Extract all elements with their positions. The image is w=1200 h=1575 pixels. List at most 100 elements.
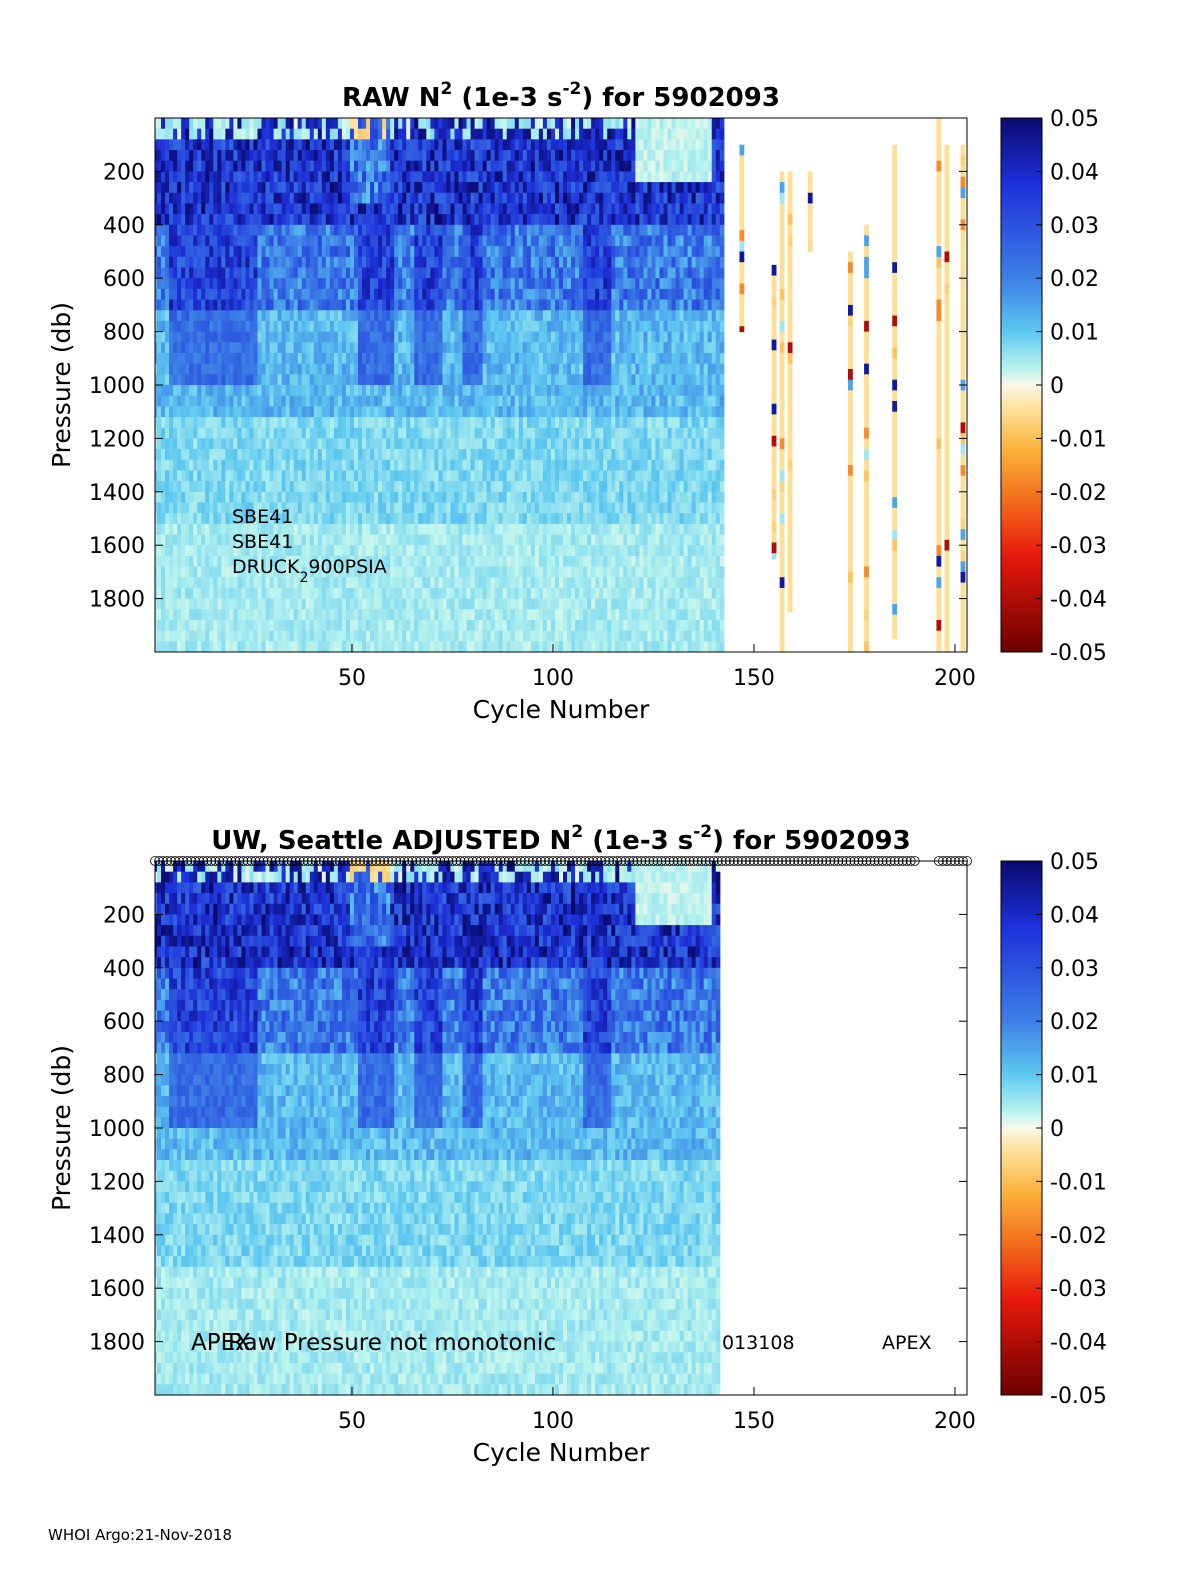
heat-cell [177, 523, 182, 536]
heat-cell [502, 417, 508, 429]
heat-cell [446, 502, 452, 514]
heat-cell [233, 342, 239, 354]
heat-cell [329, 491, 335, 504]
heat-cell [205, 256, 210, 269]
heat-cell [209, 545, 214, 557]
heat-cell [293, 385, 299, 397]
heat-cell [241, 513, 247, 525]
heat-cell [386, 192, 391, 205]
heat-cell [309, 502, 315, 514]
heat-cell [289, 545, 295, 557]
heat-cell [285, 310, 291, 322]
heat-cell [422, 320, 427, 333]
heat-cell [434, 630, 439, 642]
heat-cell [317, 150, 323, 162]
heat-cell [366, 192, 371, 205]
heat-cell [297, 566, 303, 578]
heat-cell [418, 320, 423, 333]
heat-cell [337, 513, 343, 525]
heat-cell [370, 171, 375, 183]
heat-cell [466, 449, 472, 461]
heat-cell [273, 438, 279, 450]
heat-cell [482, 288, 488, 301]
heat-cell [422, 299, 427, 311]
heat-cell [193, 513, 198, 525]
heat-cell [341, 502, 347, 514]
heat-cell [458, 214, 464, 226]
heat-cell [229, 641, 234, 652]
heat-cell [482, 545, 488, 557]
heat-cell [410, 502, 415, 514]
heat-cell [297, 128, 303, 140]
heat-cell [374, 470, 379, 482]
heat-cell [301, 118, 307, 130]
heat-cell [237, 609, 243, 621]
heat-cell [253, 427, 259, 439]
heat-cell [305, 267, 311, 279]
heat-cell [293, 118, 299, 130]
heat-cell [498, 267, 504, 279]
heat-cell [209, 171, 214, 183]
heat-cell [418, 310, 423, 322]
heat-cell [277, 587, 283, 600]
heat-cell [197, 385, 202, 397]
heat-cell [233, 374, 239, 386]
heat-cell [390, 278, 395, 290]
heat-cell [498, 320, 504, 333]
heat-cell [398, 545, 403, 557]
heat-cell [434, 128, 439, 140]
heat-cell [534, 470, 540, 482]
heat-cell [366, 491, 371, 504]
heat-cell [366, 150, 371, 162]
heat-cell [510, 619, 516, 632]
heat-cell [305, 235, 311, 247]
heat-cell [289, 352, 295, 365]
heat-cell [305, 203, 311, 215]
heat-cell [241, 523, 247, 536]
heat-cell [313, 150, 319, 162]
heat-cell [518, 150, 524, 162]
heat-cell [366, 342, 371, 354]
heat-cell [329, 374, 335, 386]
heat-cell [414, 352, 419, 365]
heat-cell [157, 267, 162, 279]
heat-cell [542, 182, 548, 194]
heat-cell [193, 352, 198, 365]
heat-cell [157, 609, 162, 621]
heat-cell [530, 331, 536, 343]
heat-cell [530, 139, 536, 151]
heat-cell [482, 427, 488, 439]
heat-cell [478, 417, 484, 429]
heat-cell [209, 609, 214, 621]
heat-cell [434, 224, 439, 237]
heat-cell [518, 288, 524, 301]
heat-cell [301, 385, 307, 397]
heat-cell [434, 352, 439, 365]
heat-cell [470, 278, 476, 290]
heat-cell [245, 267, 251, 279]
heat-cell [197, 118, 202, 130]
heat-cell [209, 118, 214, 130]
heat-cell [161, 310, 166, 322]
heat-cell [329, 235, 335, 247]
heat-cell [442, 310, 448, 322]
heat-cell [530, 598, 536, 610]
heat-cell [386, 577, 391, 589]
heat-cell [466, 545, 472, 557]
heat-cell [313, 545, 319, 557]
heat-cell [349, 449, 355, 461]
heat-cell [446, 630, 452, 642]
heat-cell [382, 203, 387, 215]
heat-cell [494, 406, 500, 418]
heat-cell [181, 385, 186, 397]
heat-cell [261, 288, 267, 301]
heat-cell [217, 491, 222, 504]
heat-cell [538, 256, 544, 269]
heat-cell [155, 128, 158, 140]
heat-cell [349, 502, 355, 514]
heat-cell [510, 587, 516, 600]
heat-cell [394, 150, 399, 162]
heat-cell [466, 641, 472, 652]
heat-cell [358, 395, 363, 407]
heat-cell [518, 235, 524, 247]
